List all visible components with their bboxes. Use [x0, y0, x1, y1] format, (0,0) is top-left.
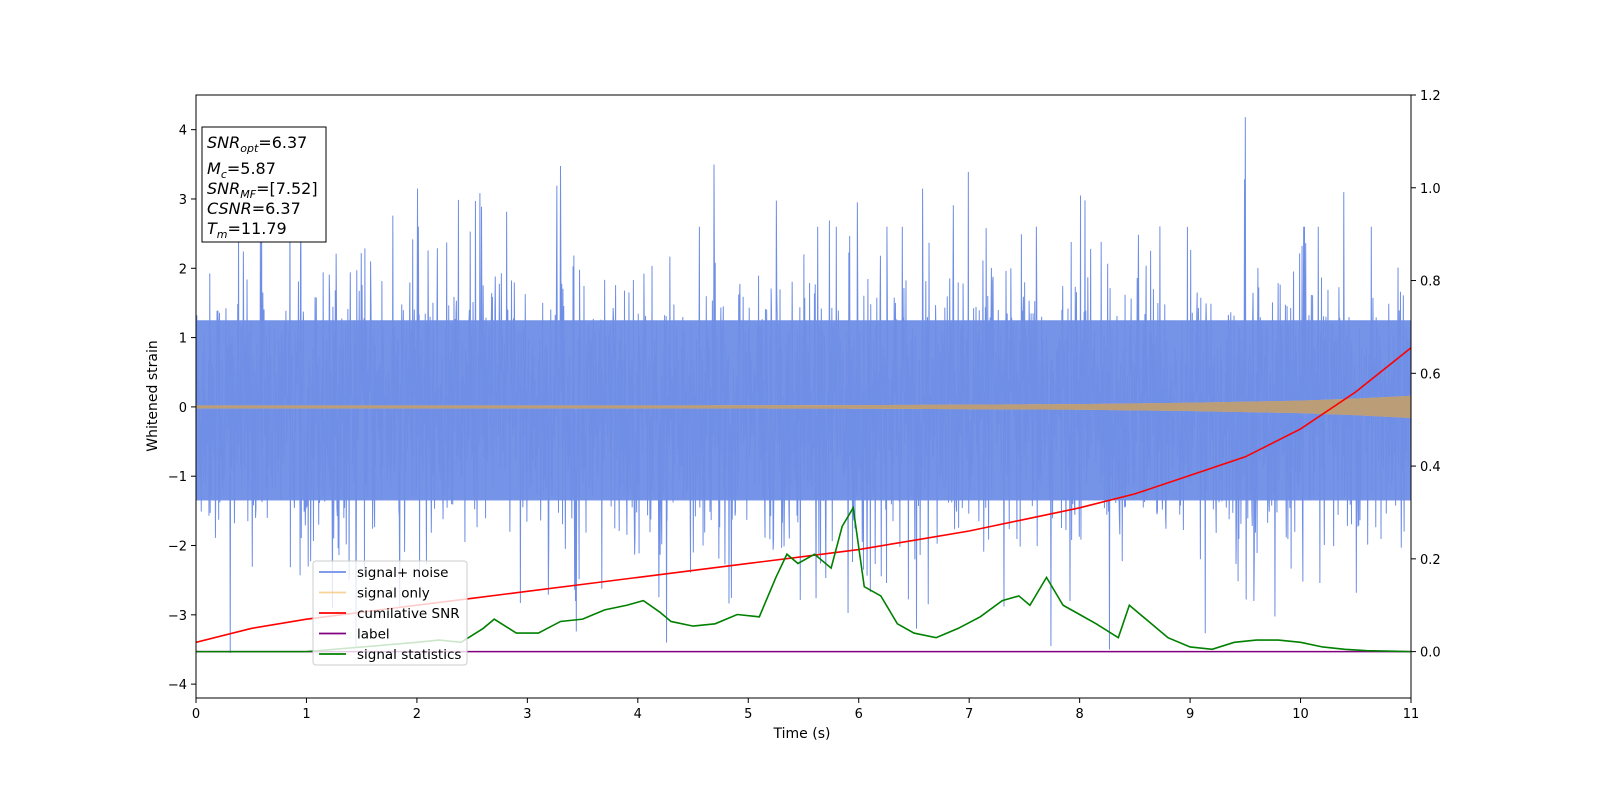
- info-snr-opt: SNRopt=6.37: [207, 133, 307, 155]
- x-tick-label: 4: [634, 707, 642, 722]
- y-tick-label: 2: [179, 262, 187, 277]
- y-tick-label: −4: [168, 678, 187, 693]
- info-snr-mf: SNRMF=[7.52]: [207, 179, 318, 201]
- y2-tick-label: 0.0: [1420, 646, 1441, 661]
- y-tick-label: 4: [179, 124, 187, 139]
- legend-label: signal+ noise: [357, 565, 448, 581]
- y-tick-label: −1: [168, 470, 187, 485]
- x-tick-label: 11: [1403, 707, 1420, 722]
- x-tick-label: 0: [192, 707, 200, 722]
- y-axis-label: Whitened strain: [145, 340, 161, 451]
- legend-label: label: [357, 627, 390, 643]
- plot-frame: [195, 94, 1412, 699]
- y2-tick-label: 1.2: [1420, 89, 1441, 104]
- x-tick-label: 8: [1075, 707, 1083, 722]
- info-mc: Mc=5.87: [207, 159, 276, 181]
- y2-tick-label: 1.0: [1420, 182, 1441, 197]
- x-tick-label: 10: [1292, 707, 1309, 722]
- y2-tick-label: 0.6: [1420, 367, 1441, 382]
- y2-tick-label: 0.4: [1420, 460, 1441, 475]
- info-csnr: CSNR=6.37: [207, 199, 301, 218]
- x-tick-label: 9: [1186, 707, 1194, 722]
- y-tick-label: 3: [179, 193, 187, 208]
- y2-tick-label: 0.2: [1420, 553, 1441, 568]
- x-tick-label: 5: [744, 707, 752, 722]
- legend-label: signal statistics: [357, 647, 461, 663]
- y-tick-label: 0: [179, 401, 187, 416]
- x-tick-label: 2: [413, 707, 421, 722]
- x-tick-label: 3: [523, 707, 531, 722]
- signal-only-envelope: [196, 395, 1411, 418]
- x-axis-label: Time (s): [773, 726, 831, 742]
- y2-tick-label: 0.8: [1420, 275, 1441, 290]
- y-tick-label: 1: [179, 332, 187, 347]
- y-tick-label: −3: [168, 609, 187, 624]
- y-tick-label: −2: [168, 540, 187, 555]
- legend-label: signal only: [357, 586, 430, 602]
- x-tick-label: 1: [302, 707, 310, 722]
- series-signal-statistics: [196, 505, 1411, 653]
- x-tick-label: 6: [855, 707, 863, 722]
- info-tm: Tm=11.79: [207, 219, 287, 241]
- info-box: SNRopt=6.37 Mc=5.87 SNRMF=[7.52] CSNR=6.…: [201, 126, 327, 243]
- legend-label: cumilative SNR: [357, 606, 460, 622]
- x-tick-label: 7: [965, 707, 973, 722]
- legend: signal+ noise signal only cumilative SNR la…: [312, 560, 468, 666]
